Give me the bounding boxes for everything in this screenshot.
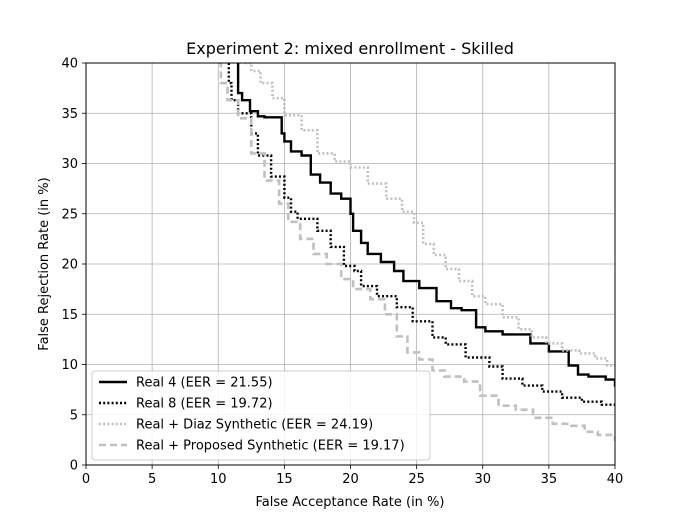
x-axis-label: False Acceptance Rate (in %) (256, 495, 445, 510)
x-tick-label: 30 (474, 472, 491, 487)
legend-label-1: Real 4 (EER = 21.55) (136, 376, 273, 391)
legend-box (91, 370, 431, 461)
series-line-3 (244, 63, 615, 369)
y-tick-label: 20 (61, 258, 78, 273)
x-tick-label: 5 (148, 472, 156, 487)
y-tick-label: 25 (61, 207, 78, 222)
x-tick-label: 40 (607, 472, 624, 487)
y-tick-label: 10 (61, 358, 78, 373)
chart-title: Experiment 2: mixed enrollment - Skilled (186, 39, 514, 58)
legend: Real 4 (EER = 21.55) Real 8 (EER = 19.72)… (91, 370, 431, 461)
x-tick-label: 20 (342, 472, 359, 487)
y-tick-label: 5 (70, 408, 78, 423)
series-line-2 (227, 63, 615, 406)
y-tick-label: 40 (61, 57, 78, 72)
legend-label-3: Real + Diaz Synthetic (EER = 24.19) (136, 418, 373, 433)
series-line-1 (236, 63, 615, 387)
y-tick-label: 35 (61, 107, 78, 122)
x-tick-label: 25 (408, 472, 425, 487)
x-tick-label: 10 (210, 472, 227, 487)
y-tick-label: 15 (61, 308, 78, 323)
series-line-4 (218, 63, 615, 441)
x-tick-label: 0 (82, 472, 90, 487)
legend-label-4: Real + Proposed Synthetic (EER = 19.17) (136, 439, 405, 454)
series-lines (218, 63, 615, 441)
y-tick-label: 30 (61, 157, 78, 172)
legend-label-2: Real 8 (EER = 19.72) (136, 397, 273, 412)
x-tick-label: 15 (276, 472, 293, 487)
y-tick-label: 0 (70, 459, 78, 474)
x-tick-label: 35 (541, 472, 558, 487)
axis-ticks: 0 5 10 15 20 25 30 35 40 0 5 10 15 20 25 30 35 40 (61, 57, 623, 488)
y-axis-label: False Rejection Rate (in %) (37, 177, 52, 350)
